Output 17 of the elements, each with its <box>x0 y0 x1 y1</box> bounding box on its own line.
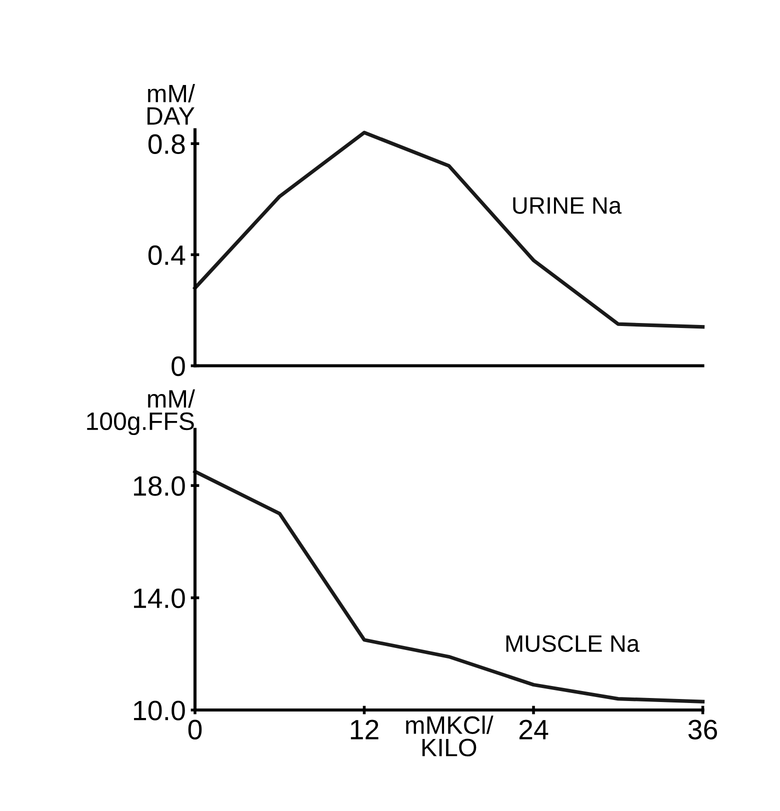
y-tick-label: 0 <box>172 356 185 376</box>
x-tick-label: 12 <box>350 720 378 740</box>
x-tick-label: 0 <box>188 720 202 740</box>
y-axis-title: mM/ 100g.FFS <box>87 389 195 436</box>
y-tick-label: 0.8 <box>148 134 185 154</box>
series-label: URINE Na <box>513 197 622 214</box>
x-axis-title: mMKCl/ KILO <box>406 716 494 756</box>
y-tick-label: 10.0 <box>134 700 185 720</box>
y-axis-title: mM/ DAY <box>147 84 195 125</box>
x-tick-label: 24 <box>519 720 548 740</box>
line-series <box>193 470 705 704</box>
y-tick-label: 18.0 <box>134 476 185 496</box>
y-tick-label: 0.4 <box>148 245 186 266</box>
series-label: MUSCLE Na <box>506 635 640 652</box>
y-tick-label: 14.0 <box>134 588 185 608</box>
line-series <box>193 130 705 329</box>
x-tick-label: 36 <box>688 720 718 740</box>
